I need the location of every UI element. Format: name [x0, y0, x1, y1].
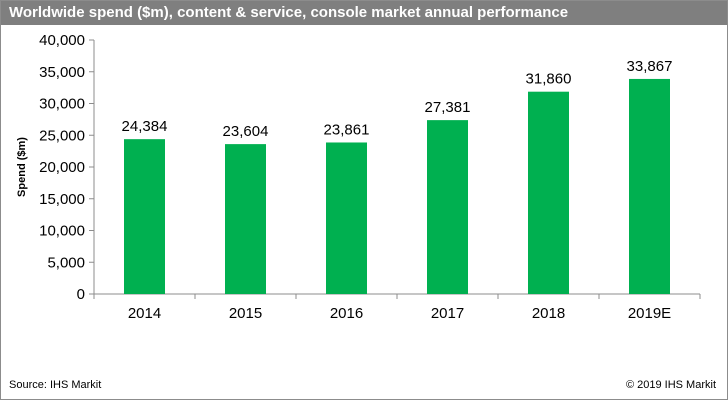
y-tick-label: 25,000: [39, 127, 85, 144]
bar-2014: [124, 139, 165, 294]
x-tick-label-2017: 2017: [431, 305, 464, 322]
y-tick-label: 5,000: [47, 254, 85, 271]
data-label-2018: 31,860: [526, 71, 572, 88]
source-note: Source: IHS Markit: [9, 379, 102, 391]
x-tick-label-2014: 2014: [128, 305, 161, 322]
y-tick-label: 10,000: [39, 223, 85, 240]
plot-area: 0 5,000 10,000 15,000 20,000 25,000 30,000 35,0…: [16, 32, 701, 322]
y-axis-title: Spend ($m): [16, 137, 28, 197]
bar-2019E: [629, 78, 670, 294]
data-label-2014: 24,384: [122, 118, 168, 135]
bar-2016: [326, 142, 367, 294]
x-tick-label-2019E: 2019E: [628, 305, 671, 322]
y-tick-label: 35,000: [39, 64, 85, 81]
y-tick-label: 0: [77, 286, 85, 303]
y-tick-label: 15,000: [39, 191, 85, 208]
bar-2015: [225, 144, 266, 294]
copyright-note: © 2019 IHS Markit: [625, 379, 716, 391]
data-label-2019E: 33,867: [627, 58, 673, 75]
y-tick-label: 40,000: [39, 32, 85, 49]
y-tick-label: 20,000: [39, 159, 85, 176]
y-tick-label: 30,000: [39, 96, 85, 113]
x-tick-label-2015: 2015: [229, 305, 262, 322]
x-tick-label-2018: 2018: [532, 305, 565, 322]
chart-title: Worldwide spend ($m), content & service,…: [1, 1, 727, 25]
bar-2018: [528, 91, 569, 295]
bar-2017: [427, 120, 468, 295]
data-label-2015: 23,604: [223, 123, 269, 140]
x-tick-label-2016: 2016: [330, 305, 363, 322]
data-label-2016: 23,861: [324, 121, 370, 138]
data-label-2017: 27,381: [425, 99, 471, 116]
